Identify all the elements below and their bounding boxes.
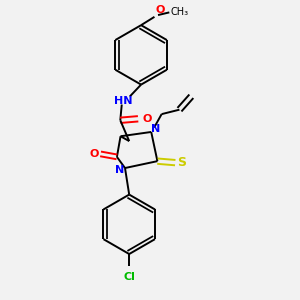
Text: Cl: Cl xyxy=(123,272,135,282)
Text: N: N xyxy=(151,124,160,134)
Text: O: O xyxy=(90,149,99,159)
Text: O: O xyxy=(156,5,165,15)
Text: S: S xyxy=(177,156,186,169)
Text: O: O xyxy=(142,114,152,124)
Text: N: N xyxy=(115,164,124,175)
Text: CH₃: CH₃ xyxy=(171,8,189,17)
Text: HN: HN xyxy=(114,96,133,106)
